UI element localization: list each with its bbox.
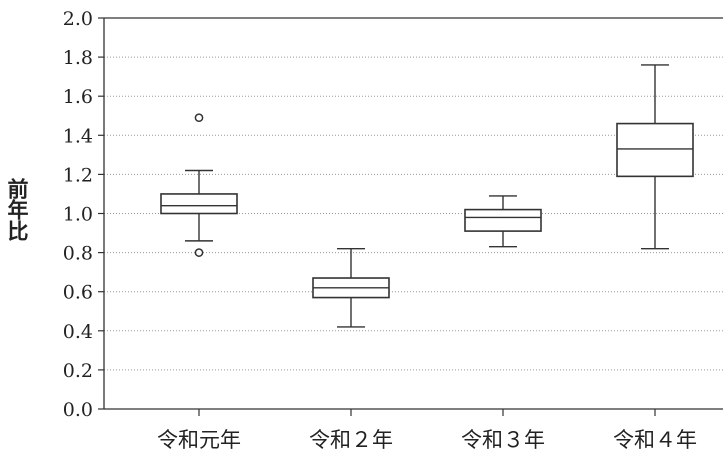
y-tick-label: 0.2 (63, 360, 93, 382)
x-tick-label: 令和２年 (309, 428, 393, 452)
y-tick-label: 1.0 (63, 204, 93, 226)
x-tick-label: 令和３年 (461, 428, 545, 452)
y-axis-label: 前年比 (5, 178, 29, 241)
outlier-point (194, 113, 204, 123)
y-tick-label: 1.6 (63, 86, 93, 108)
box-iqr (464, 208, 542, 232)
x-tick-label: 令和元年 (157, 428, 241, 452)
y-tick-label: 1.2 (63, 164, 93, 186)
y-tick-label: 0.4 (63, 321, 93, 343)
y-tick-label: 0.8 (63, 243, 93, 265)
outlier-point (194, 248, 204, 257)
y-tick-label: 1.8 (63, 47, 93, 69)
x-tick-label: 令和４年 (613, 428, 697, 452)
y-tick-label: 0.6 (63, 282, 93, 304)
box-iqr (160, 193, 238, 215)
y-tick-label: 2.0 (63, 8, 93, 30)
y-tick-label: 1.4 (63, 125, 93, 147)
y-tick-label: 0.0 (63, 399, 93, 421)
box-iqr (616, 122, 694, 178)
